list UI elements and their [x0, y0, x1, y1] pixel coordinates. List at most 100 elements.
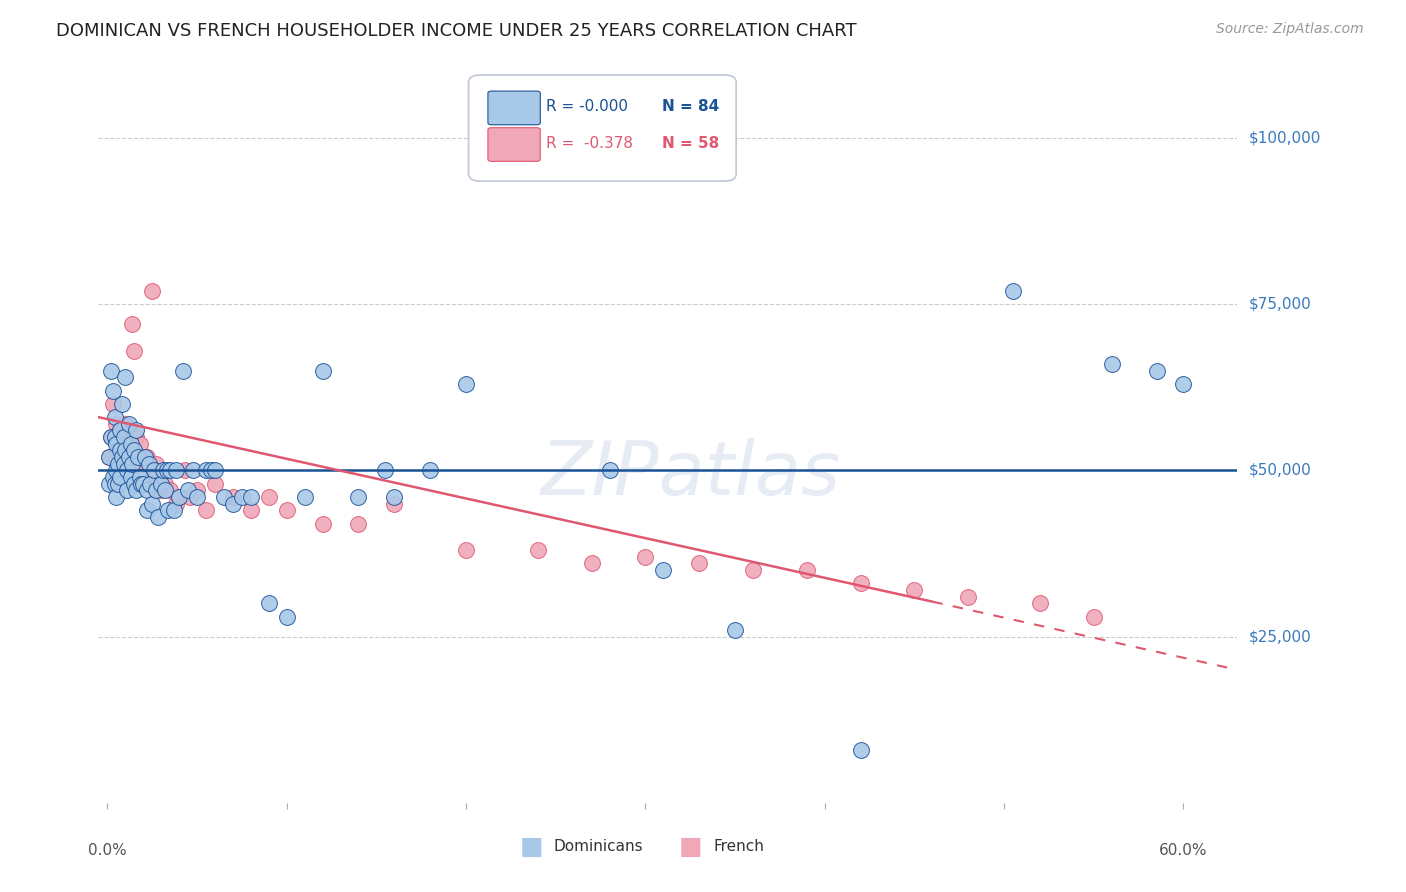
Text: ■: ■: [519, 835, 543, 859]
Point: [111, 450, 134, 464]
Text: N = 84: N = 84: [662, 99, 720, 114]
Point: [112, 463, 135, 477]
Point: [125, 483, 148, 498]
Point: [724, 623, 747, 637]
Point: [454, 543, 477, 558]
Point: [145, 457, 167, 471]
Point: [120, 436, 142, 450]
Point: [599, 463, 621, 477]
Point: [121, 457, 143, 471]
Point: [118, 450, 141, 464]
Text: Source: ZipAtlas.com: Source: ZipAtlas.com: [1216, 22, 1364, 37]
Point: [105, 450, 128, 464]
Point: [114, 370, 136, 384]
Point: [139, 463, 162, 477]
Point: [105, 463, 128, 477]
Point: [98, 476, 121, 491]
Point: [103, 430, 125, 444]
Point: [100, 363, 122, 377]
Point: [150, 476, 173, 491]
Point: [239, 503, 262, 517]
Point: [195, 463, 218, 477]
Point: [294, 490, 316, 504]
Point: [581, 557, 603, 571]
Point: [135, 450, 157, 464]
Point: [179, 490, 201, 504]
Point: [153, 483, 176, 498]
Point: [146, 509, 169, 524]
Point: [167, 490, 190, 504]
Point: [101, 450, 124, 464]
Point: [128, 436, 150, 450]
Point: [257, 596, 280, 610]
Point: [107, 457, 129, 471]
Text: ZIPatlas: ZIPatlas: [540, 438, 841, 509]
Point: [200, 463, 222, 477]
Text: 0.0%: 0.0%: [89, 843, 127, 858]
Point: [152, 463, 174, 477]
Point: [157, 503, 180, 517]
Point: [634, 549, 657, 564]
Point: [124, 476, 146, 491]
Point: [143, 463, 166, 477]
Point: [222, 497, 245, 511]
Point: [167, 490, 190, 504]
Point: [115, 430, 138, 444]
Point: [131, 457, 153, 471]
Point: [177, 483, 200, 498]
Point: [688, 557, 710, 571]
Point: [195, 503, 218, 517]
Point: [100, 430, 122, 444]
Point: [101, 470, 124, 484]
Point: [527, 543, 550, 558]
Point: [1002, 284, 1025, 298]
Point: [115, 463, 138, 477]
Point: [103, 410, 125, 425]
Point: [139, 476, 162, 491]
Point: [98, 450, 121, 464]
Point: [1173, 376, 1195, 391]
Point: [131, 476, 153, 491]
Point: [1101, 357, 1123, 371]
Point: [257, 490, 280, 504]
Point: [165, 463, 187, 477]
Point: [165, 497, 187, 511]
Point: [112, 457, 135, 471]
Point: [347, 516, 370, 531]
Point: [108, 424, 131, 438]
Point: [239, 490, 262, 504]
Point: [114, 443, 136, 458]
Text: N = 58: N = 58: [662, 136, 720, 151]
Point: [105, 417, 128, 431]
Point: [454, 376, 477, 391]
Point: [153, 476, 176, 491]
Point: [796, 563, 818, 577]
Text: R = -0.000: R = -0.000: [546, 99, 628, 114]
Point: [141, 284, 163, 298]
Point: [276, 503, 298, 517]
Point: [120, 436, 142, 450]
Text: French: French: [713, 839, 765, 855]
Point: [173, 463, 195, 477]
Point: [108, 470, 131, 484]
Point: [276, 609, 298, 624]
Point: [108, 450, 131, 464]
Point: [347, 490, 370, 504]
Point: [125, 424, 148, 438]
FancyBboxPatch shape: [488, 128, 540, 161]
Point: [1146, 363, 1168, 377]
Point: [101, 384, 124, 398]
Point: [107, 476, 129, 491]
Point: [742, 563, 765, 577]
Point: [957, 590, 980, 604]
Point: [382, 497, 405, 511]
Point: [111, 443, 134, 458]
Text: R =  -0.378: R = -0.378: [546, 136, 633, 151]
Point: [128, 470, 150, 484]
Point: [903, 582, 925, 597]
Point: [204, 476, 226, 491]
Point: [105, 436, 128, 450]
Point: [231, 490, 253, 504]
Point: [374, 463, 396, 477]
Point: [652, 563, 675, 577]
